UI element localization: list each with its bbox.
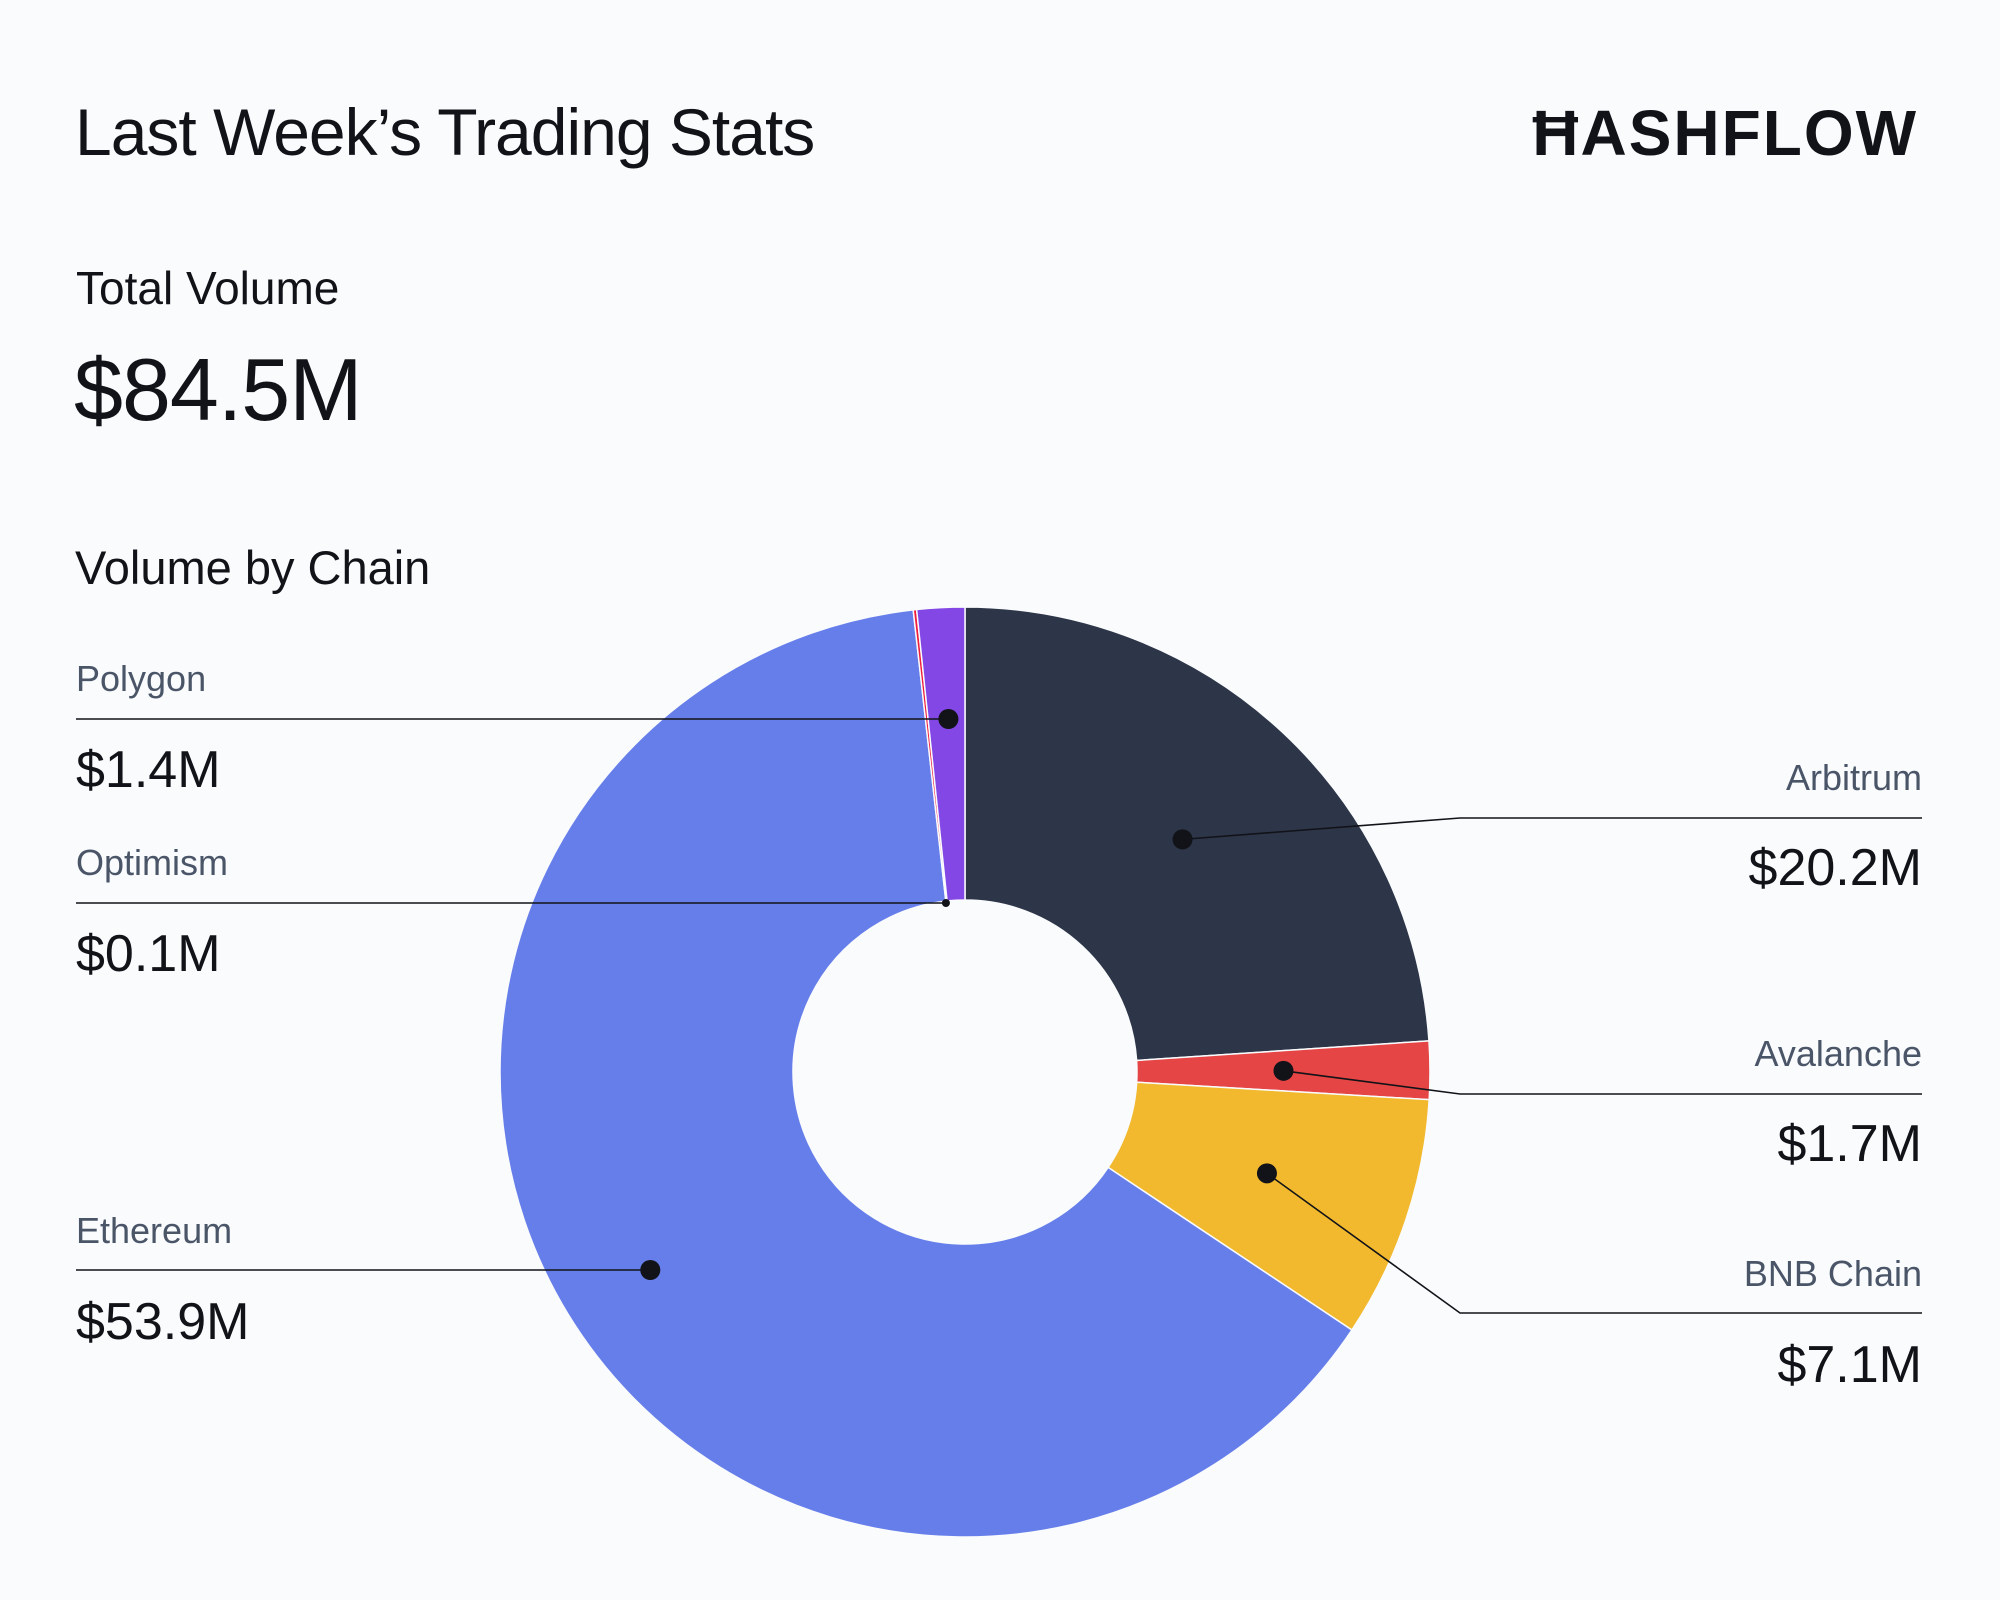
label-name-bnb-chain: BNB Chain	[1744, 1253, 1922, 1294]
page-title: Last Week’s Trading Stats	[75, 95, 815, 169]
label-name-polygon: Polygon	[76, 658, 206, 699]
slice-bnb-chain	[1107, 1081, 1430, 1332]
label-value-arbitrum: $20.2M	[1749, 839, 1922, 897]
label-name-avalanche: Avalanche	[1755, 1033, 1922, 1074]
label-name-arbitrum: Arbitrum	[1786, 757, 1922, 798]
slice-ethereum	[499, 609, 1353, 1538]
marker-dot-ethereum	[640, 1260, 661, 1280]
label-name-optimism: Optimism	[76, 842, 228, 883]
label-name-ethereum: Ethereum	[76, 1210, 232, 1251]
leader-line-bnb-chain	[1266, 1172, 1922, 1314]
marker-dot-arbitrum	[1172, 829, 1193, 850]
label-value-avalanche: $1.7M	[1777, 1115, 1922, 1173]
marker-dot-optimism	[941, 899, 950, 907]
label-value-ethereum: $53.9M	[76, 1293, 249, 1351]
brand-logo: ĦASHFLOW	[1532, 97, 1918, 169]
section-title: Volume by Chain	[75, 541, 431, 594]
total-volume-value: $84.5M	[74, 340, 363, 439]
label-value-bnb-chain: $7.1M	[1777, 1336, 1922, 1394]
leader-line-avalanche	[1283, 1070, 1922, 1095]
slice-arbitrum	[964, 606, 1430, 1062]
total-volume-label: Total Volume	[76, 262, 340, 314]
marker-dot-avalanche	[1273, 1060, 1294, 1081]
marker-dot-bnb-chain	[1256, 1163, 1277, 1184]
label-value-polygon: $1.4M	[76, 741, 221, 799]
label-value-optimism: $0.1M	[76, 925, 221, 983]
leader-line-arbitrum	[1182, 817, 1922, 841]
marker-dot-polygon	[938, 709, 959, 729]
